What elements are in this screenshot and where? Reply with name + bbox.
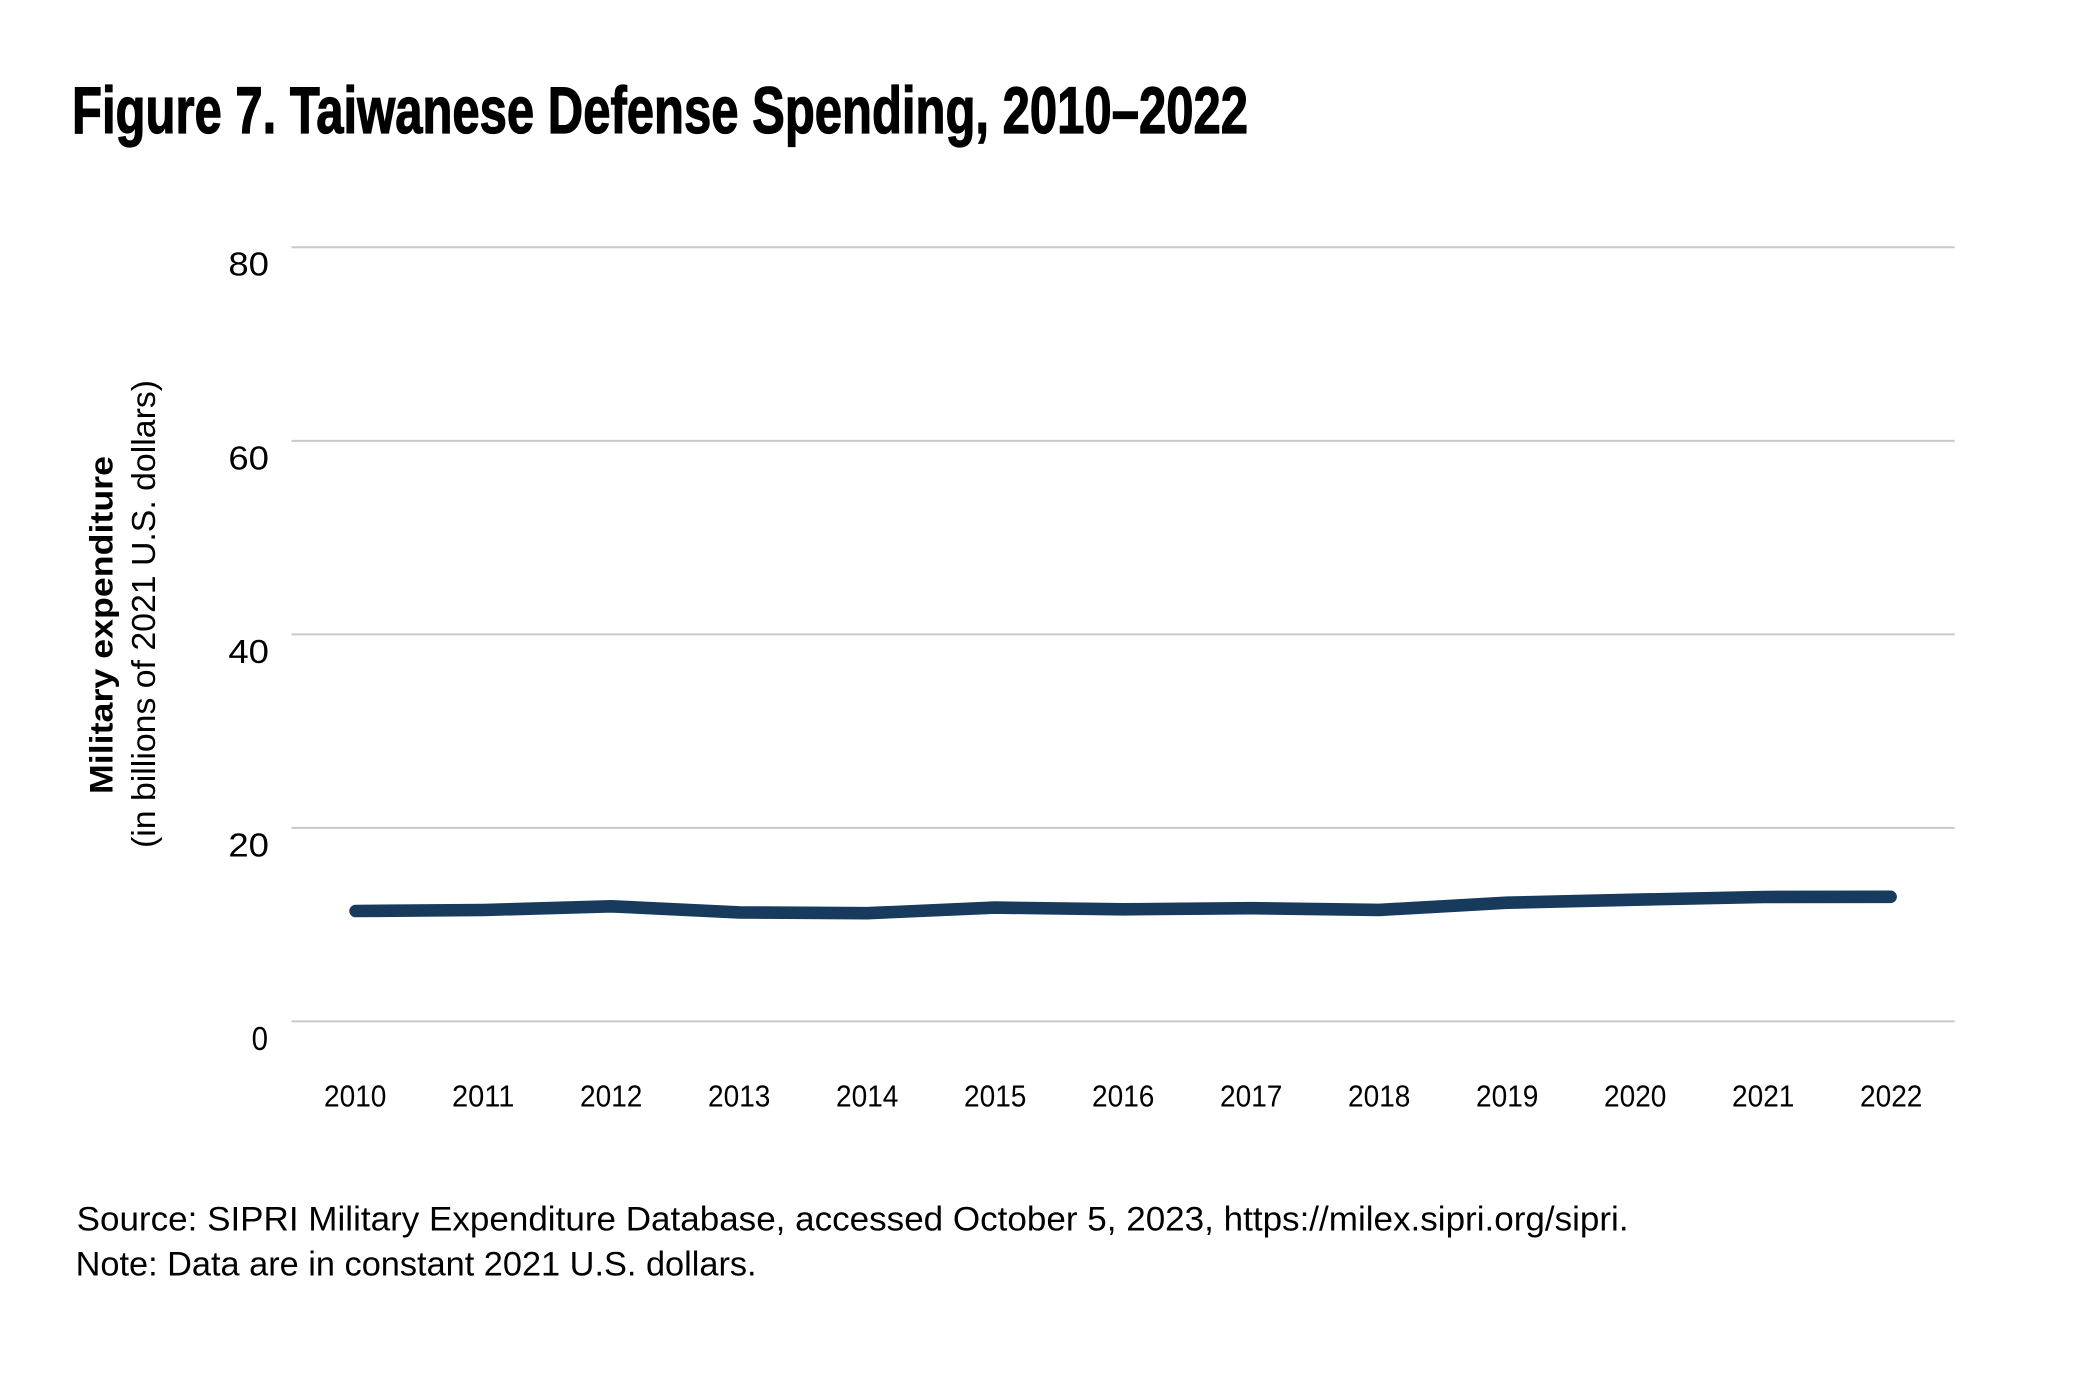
svg-text:2022: 2022 <box>1860 1079 1922 1114</box>
svg-text:2018: 2018 <box>1348 1079 1410 1114</box>
svg-text:40: 40 <box>228 633 269 670</box>
svg-text:2015: 2015 <box>964 1079 1026 1114</box>
svg-text:60: 60 <box>228 439 269 476</box>
svg-text:2020: 2020 <box>1604 1079 1666 1114</box>
svg-text:(in billions of 2021 U.S. doll: (in billions of 2021 U.S. dollars) <box>125 380 162 848</box>
svg-text:2010: 2010 <box>324 1079 386 1114</box>
svg-text:2014: 2014 <box>836 1079 898 1114</box>
svg-text:2019: 2019 <box>1476 1079 1538 1114</box>
svg-text:0: 0 <box>252 1020 268 1057</box>
svg-text:2011: 2011 <box>452 1079 514 1114</box>
svg-text:2021: 2021 <box>1732 1079 1794 1114</box>
svg-text:2012: 2012 <box>580 1079 642 1114</box>
svg-text:2013: 2013 <box>708 1079 770 1114</box>
svg-text:2016: 2016 <box>1092 1079 1154 1114</box>
svg-text:Note: Data are in constant 202: Note: Data are in constant 2021 U.S. dol… <box>76 1246 757 1284</box>
svg-text:80: 80 <box>228 246 269 283</box>
svg-text:20: 20 <box>228 826 269 863</box>
svg-text:Military expenditure: Military expenditure <box>84 456 120 794</box>
svg-text:Source: SIPRI Military Expendi: Source: SIPRI Military Expenditure Datab… <box>77 1201 1629 1239</box>
svg-text:2017: 2017 <box>1220 1079 1282 1114</box>
svg-text:Figure 7. Taiwanese Defense Sp: Figure 7. Taiwanese Defense Spending, 20… <box>72 73 1248 147</box>
